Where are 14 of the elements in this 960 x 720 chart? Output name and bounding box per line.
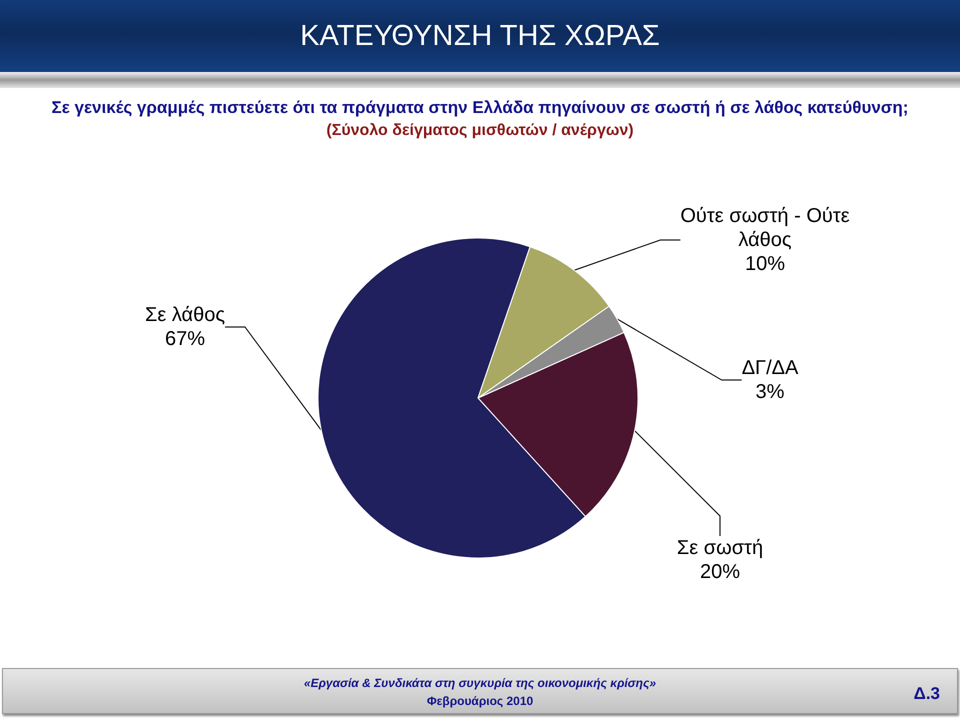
text: Δ.3 (914, 684, 940, 704)
data-label: 3% (756, 381, 785, 403)
data-label: 67% (164, 328, 206, 350)
data-label: 10% (744, 253, 786, 275)
slice-label: Σε σωστή (676, 537, 764, 559)
chart-title: ΚΑΤΕΥΘΥΝΣΗ ΤΗΣ ΧΩΡΑΣ (299, 19, 661, 54)
chart-subtitle: Σε γενικές γραμμές πιστεύετε ότι τα πράγματα στην Ελλάδα πηγαίνουν σε σωστή ή σε λάθος κατεύθυνση; (50, 97, 910, 119)
data-label: 20% (700, 561, 740, 583)
slice-label: Σε λάθος (145, 304, 226, 326)
slice-label: ΔΓ/ΔΑ (742, 357, 799, 379)
slice-label: Ούτε σωστή - Ούτε λάθος (680, 205, 850, 251)
text: Φεβρουάριος 2010 (426, 694, 534, 708)
text: (Σύνολο δείγματος μισθωτών / ανέργων) (325, 122, 635, 140)
text: «Εργασία & Συνδικάτα στη συγκυρία της οικονομικής κρίσης» (304, 676, 656, 690)
